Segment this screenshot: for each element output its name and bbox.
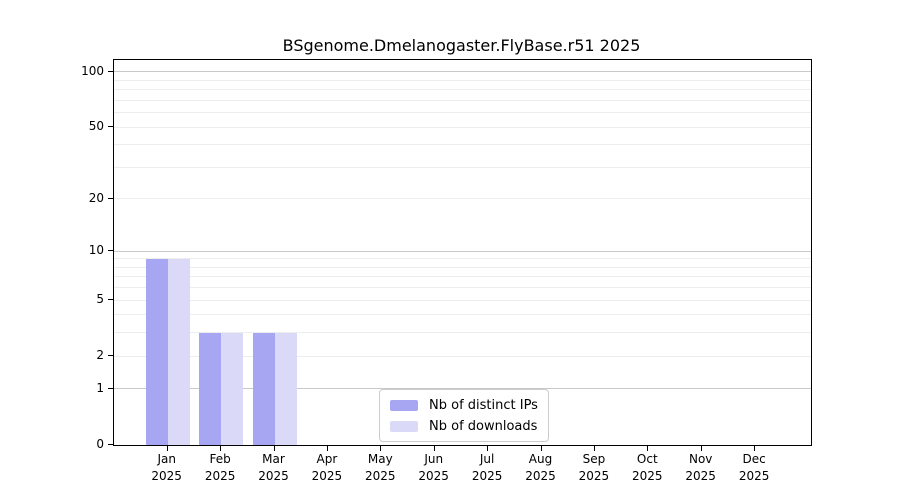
x-tick-label-apr: Apr 2025 [311, 452, 343, 483]
y-tick-20 [108, 197, 113, 200]
bar-jan-distinct-ips [145, 258, 168, 445]
chart-title: BSgenome.Dmelanogaster.FlyBase.r51 2025 [282, 36, 641, 55]
gridline-minor-50 [114, 126, 811, 128]
gridline-minor-6 [114, 287, 811, 289]
x-tick-feb [220, 445, 222, 451]
bar-mar-downloads [274, 332, 297, 445]
gridline-minor-4 [114, 314, 811, 316]
gridline-minor-70 [114, 99, 811, 101]
gridline-major-100 [114, 71, 811, 73]
x-tick-jun [433, 445, 435, 451]
x-tick-label-sep: Sep 2025 [578, 452, 610, 483]
x-tick-label-dec: Dec 2025 [738, 452, 770, 483]
x-tick-mar [273, 445, 275, 451]
legend-row-distinct-ips: Nb of distinct IPs [390, 397, 538, 413]
gridline-minor-8 [114, 266, 811, 268]
x-tick-jul [487, 445, 489, 451]
gridline-minor-20 [114, 198, 811, 200]
y-tick-label-5: 5 [96, 292, 104, 307]
gridline-minor-9 [114, 258, 811, 260]
x-tick-label-oct: Oct 2025 [632, 452, 663, 483]
gridline-minor-80 [114, 89, 811, 91]
y-tick-label-0: 0 [96, 437, 104, 451]
x-tick-label-jun: Jun 2025 [418, 452, 449, 483]
x-tick-label-nov: Nov 2025 [685, 452, 716, 483]
y-tick-label-1: 1 [96, 380, 104, 395]
legend-label-distinct-ips: Nb of distinct IPs [429, 397, 538, 413]
x-tick-oct [647, 445, 649, 451]
gridline-minor-90 [114, 79, 811, 81]
bar-feb-downloads [221, 332, 244, 445]
gridline-minor-2 [114, 355, 811, 357]
y-tick-1 [108, 387, 113, 390]
gridline-minor-30 [114, 166, 811, 168]
x-tick-label-jan: Jan 2025 [151, 452, 182, 483]
y-tick-10 [108, 250, 113, 252]
y-tick-0 [108, 444, 113, 446]
bar-mar-distinct-ips [252, 332, 275, 445]
x-tick-jan [166, 445, 168, 451]
x-tick-label-jul: Jul 2025 [471, 452, 503, 483]
legend-label-downloads: Nb of downloads [429, 418, 538, 434]
y-tick-2 [108, 355, 113, 357]
gridline-minor-60 [114, 112, 811, 114]
y-tick-5 [108, 299, 113, 301]
bar-jan-downloads [167, 258, 190, 445]
gridline-major-1 [114, 388, 811, 390]
y-tick-50 [108, 126, 113, 128]
legend-swatch-downloads [390, 420, 418, 432]
legend-row-downloads: Nb of downloads [390, 418, 538, 434]
x-tick-apr [326, 445, 329, 451]
legend-swatch-distinct-ips [390, 399, 418, 411]
y-tick-label-100: 100 [81, 63, 104, 78]
plot-area: Nb of distinct IPs Nb of downloads [113, 59, 812, 446]
y-tick-label-50: 50 [88, 119, 104, 134]
gridline-minor-7 [114, 276, 811, 278]
x-tick-label-feb: Feb 2025 [204, 452, 236, 483]
gridline-minor-3 [114, 332, 811, 334]
x-tick-nov [700, 445, 702, 451]
legend: Nb of distinct IPs Nb of downloads [379, 389, 549, 442]
x-tick-label-mar: Mar 2025 [258, 452, 289, 483]
bar-feb-distinct-ips [199, 332, 222, 445]
x-tick-may [380, 445, 382, 451]
gridline-major-10 [114, 250, 811, 252]
gridline-minor-5 [114, 299, 811, 301]
x-tick-dec [754, 445, 756, 451]
x-tick-aug [540, 445, 542, 451]
gridline-minor-40 [114, 144, 811, 146]
y-tick-label-2: 2 [96, 348, 104, 363]
y-tick-label-20: 20 [88, 190, 104, 205]
y-tick-label-10: 10 [88, 243, 104, 258]
x-tick-label-may: May 2025 [365, 452, 396, 483]
x-tick-label-aug: Aug 2025 [525, 452, 556, 483]
x-tick-sep [593, 445, 596, 451]
y-tick-100 [108, 70, 113, 73]
